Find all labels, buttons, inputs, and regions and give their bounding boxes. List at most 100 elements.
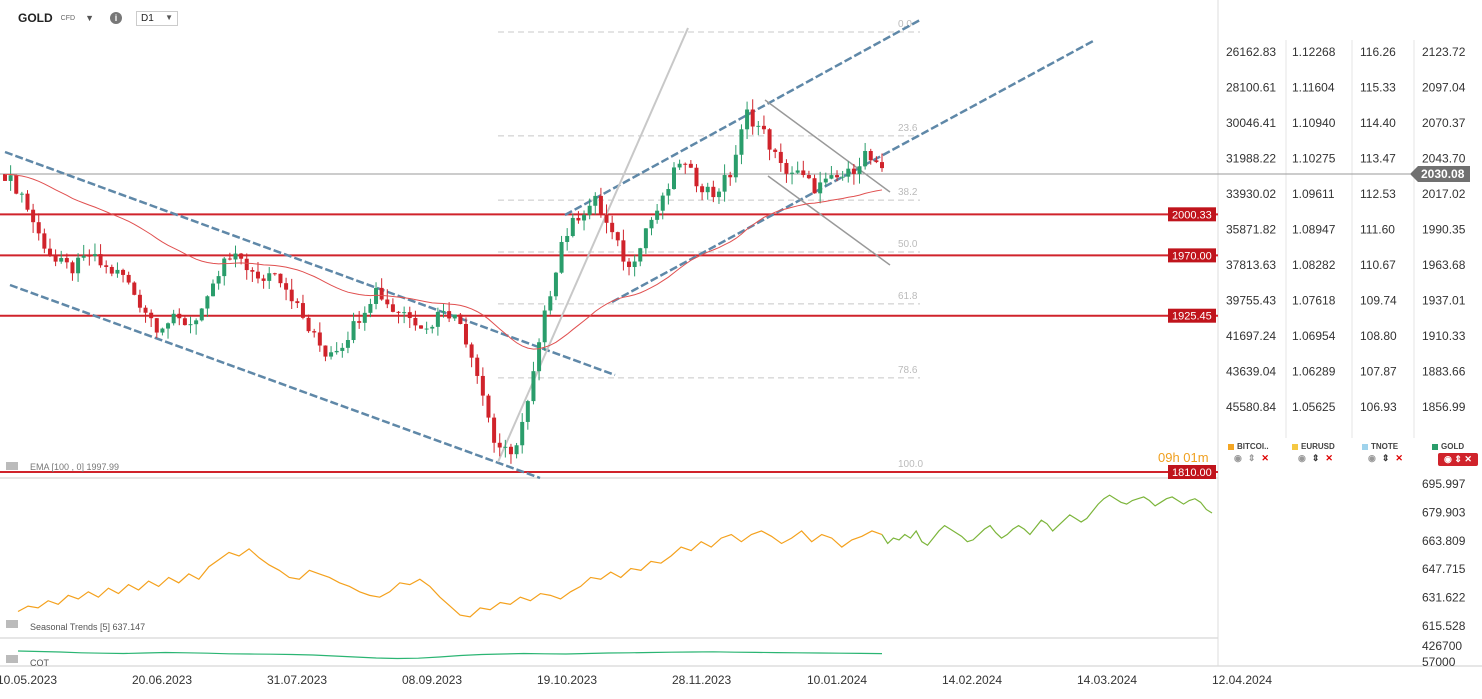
candle-body [3, 174, 7, 181]
candle-body [47, 248, 52, 256]
timeframe-select[interactable]: D1 ▼ [135, 10, 178, 26]
candle-body [829, 175, 834, 179]
wedge-line [764, 99, 891, 193]
last-price-label: 2030.08 [1421, 167, 1465, 181]
fib-level-label: 23.6 [898, 123, 918, 134]
candle-body [553, 272, 558, 297]
candle-body [722, 175, 727, 192]
candle-body [289, 289, 294, 302]
candle-body [486, 395, 491, 418]
candle-body [761, 125, 766, 130]
eye-icon[interactable]: ◉ [1368, 453, 1376, 463]
level-price-tag [1168, 465, 1216, 479]
trend-line [497, 27, 689, 463]
y-tick-tnote: 114.40 [1360, 116, 1396, 130]
close-icon[interactable]: ✕ [1261, 453, 1269, 463]
candle-body [177, 313, 182, 319]
x-tick-label: 12.04.2024 [1212, 673, 1272, 687]
candle-body [784, 162, 789, 174]
y-tick-tnote: 106.93 [1360, 400, 1397, 414]
candle-body [795, 170, 800, 173]
y-tick-tnote: 111.60 [1360, 223, 1395, 237]
x-tick-label: 10.01.2024 [807, 673, 867, 687]
y-tick-eurusd: 1.09611 [1292, 187, 1335, 201]
last-price-tag [1410, 166, 1470, 183]
candle-body [874, 160, 879, 163]
symbol-label[interactable]: GOLD [18, 11, 53, 25]
legend-swatch [1292, 443, 1298, 450]
y-tick-eurusd: 1.08282 [1292, 258, 1336, 272]
candle-body [767, 129, 772, 150]
y-tick-bitcoin: 26162.83 [1226, 45, 1276, 59]
info-icon[interactable]: i [109, 12, 122, 24]
y-tick-bitcoin: 41697.24 [1226, 329, 1276, 343]
candle-body [36, 222, 41, 234]
candle-body [604, 214, 609, 223]
candle-body [728, 175, 733, 178]
y-tick-eurusd: 1.11604 [1292, 81, 1335, 95]
candle-body [576, 217, 581, 221]
legend-label: EURUSD [1301, 442, 1335, 451]
candle-body [610, 222, 615, 233]
candle-body [643, 228, 648, 249]
candle-body [806, 175, 811, 179]
legend-gold[interactable]: GOLD ◉ ⇕ ✕ [1432, 442, 1478, 466]
candle-body [188, 324, 193, 326]
y-tick-eurusd: 1.12268 [1292, 45, 1336, 59]
eye-icon[interactable]: ◉ [1234, 453, 1242, 463]
candle-body [14, 175, 19, 194]
y-tick-eurusd: 1.08947 [1292, 223, 1336, 237]
y-tick-gold: 2043.70 [1422, 152, 1466, 166]
candle-body [121, 269, 126, 275]
candle-body [475, 357, 480, 376]
sort-icon[interactable]: ⇕ [1381, 453, 1390, 463]
candle-body [92, 254, 97, 257]
level-price-tag [1168, 308, 1216, 323]
candle-body [840, 176, 845, 178]
y-tick-gold: 1937.01 [1422, 294, 1466, 308]
candle-body [374, 287, 379, 304]
candle-body [582, 214, 587, 221]
candle-body [632, 261, 637, 268]
y-tick-tnote: 110.67 [1360, 258, 1396, 272]
y-tick-tnote: 109.74 [1360, 294, 1397, 308]
legend-swatch [1432, 443, 1438, 450]
close-icon[interactable]: ✕ [1325, 453, 1333, 463]
fib-level-label: 0.0 [898, 19, 912, 30]
fib-level-label: 100.0 [898, 459, 923, 470]
channel-line [4, 150, 616, 377]
sort-icon[interactable]: ⇕ [1247, 453, 1256, 463]
candle-body [182, 318, 187, 326]
candle-body [317, 332, 322, 346]
candle-body [593, 195, 598, 206]
series-options-button[interactable]: ◉ ⇕ ✕ [1438, 453, 1478, 466]
legend-tnote[interactable]: TNOTE ◉ ⇕ ✕ [1362, 442, 1403, 464]
candle-body [390, 304, 395, 312]
y-tick-bitcoin: 45580.84 [1226, 400, 1276, 414]
candle-body [570, 217, 575, 237]
close-icon[interactable]: ✕ [1395, 453, 1403, 463]
candle-body [76, 257, 81, 274]
legend-bitcoin[interactable]: BITCOI.. ◉ ⇕ ✕ [1228, 442, 1269, 464]
candle-body [514, 445, 519, 455]
candle-body [660, 195, 665, 211]
ema-indicator-label: EMA [100 , 0] 1997.99 [30, 462, 119, 472]
candle-body [267, 273, 272, 281]
candle-body [205, 296, 210, 309]
fib-level-label: 78.6 [898, 365, 918, 376]
y-tick-seasonal: 647.715 [1422, 562, 1466, 576]
y-tick-tnote: 115.33 [1360, 81, 1396, 95]
legend-eurusd[interactable]: EURUSD ◉ ⇕ ✕ [1292, 442, 1335, 464]
candle-body [323, 345, 328, 357]
sort-icon[interactable]: ⇕ [1311, 453, 1320, 463]
chevron-down-icon[interactable]: ▼ [85, 13, 94, 23]
candle-body [357, 321, 362, 323]
candle-body [216, 276, 221, 284]
level-price-label: 1810.00 [1172, 467, 1212, 479]
candle-body [733, 154, 738, 178]
eye-icon[interactable]: ◉ [1298, 453, 1306, 463]
candle-body [306, 317, 311, 332]
seasonal-series-line [17, 530, 883, 618]
